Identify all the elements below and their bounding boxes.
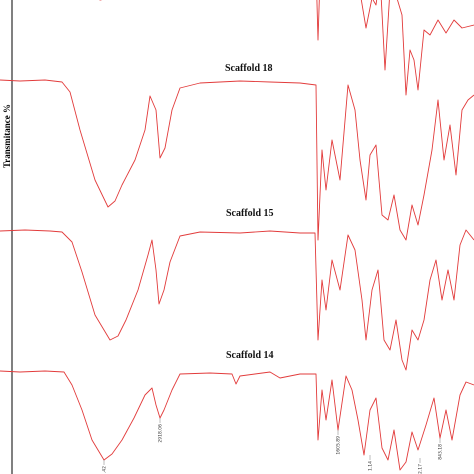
peak-label-layer: .42 2918.06 1605.89 1.14 843.18 2.17 xyxy=(102,418,444,474)
spectrum-line-2 xyxy=(0,229,474,371)
spectrum-line-1 xyxy=(0,79,474,241)
series-label-scaffold-18: Scaffold 18 xyxy=(225,63,273,74)
spectrum-line-3 xyxy=(0,370,474,471)
peak-label-5: 2.17 xyxy=(418,464,424,474)
peak-label-2: 1605.89 xyxy=(336,436,342,455)
peak-label-1: 2918.06 xyxy=(158,424,164,443)
series-label-scaffold-15: Scaffold 15 xyxy=(226,208,274,219)
y-axis-label: Transmitance % xyxy=(2,103,12,169)
peak-label-3: 1.14 xyxy=(368,461,374,471)
peak-label-4: 843.18 xyxy=(438,444,444,460)
spectrum-line-0 xyxy=(99,0,474,96)
series-label-scaffold-14: Scaffold 14 xyxy=(226,350,274,361)
peak-label-0: .42 xyxy=(102,466,108,473)
